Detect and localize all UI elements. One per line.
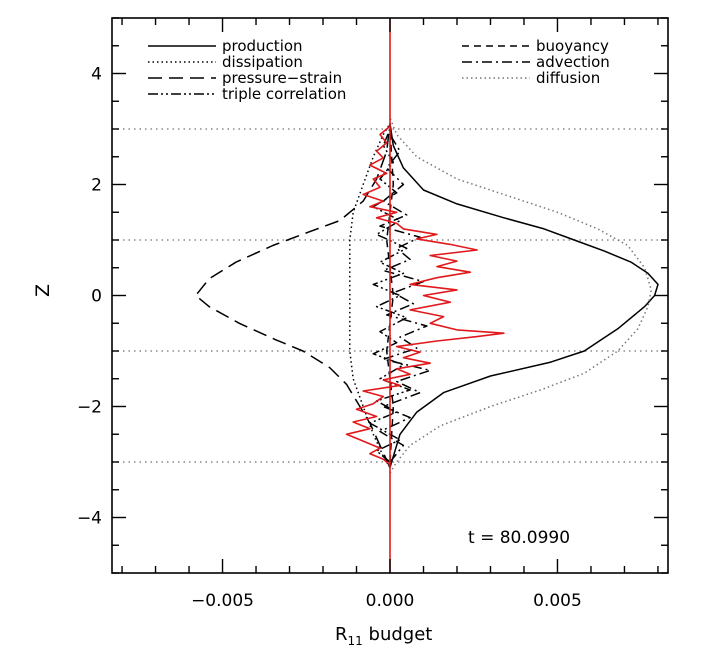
x-tick-label: 0.000 [366,591,415,611]
x-tick-label: 0.005 [533,591,582,611]
series-line-buoyancy [385,128,395,463]
tick-labels: −0.005 0.000 0.005 −4 −2 0 2 4 [77,65,582,612]
time-annotation: t = 80.0990 [468,528,570,548]
y-axis-label: Z [32,284,54,297]
y-tick-label: −4 [77,509,102,529]
series-line-red-curve [345,125,505,466]
series-line-advection [379,134,431,463]
series-line-pressure-strain [194,123,391,468]
y-tick-label: 4 [91,65,102,85]
series-line-triple-correlation [369,128,411,463]
x-tick-label: −0.005 [191,591,254,611]
y-tick-label: 0 [91,287,102,307]
legend: productiondissipationpressure−straintrip… [148,37,610,103]
legend-label: pressure−strain [222,69,342,87]
legend-label: triple correlation [222,85,346,103]
legend-label: buoyancy [536,37,609,55]
plot-frame [111,17,669,574]
x-axis-label: R11 budget [335,624,432,648]
legend-label: production [222,37,303,55]
legend-label: diffusion [536,69,600,87]
y-tick-label: 2 [91,176,102,196]
legend-label: advection [536,53,610,71]
axis-ticks [112,17,668,574]
legend-label: dissipation [222,53,303,71]
y-tick-label: −2 [77,398,102,418]
